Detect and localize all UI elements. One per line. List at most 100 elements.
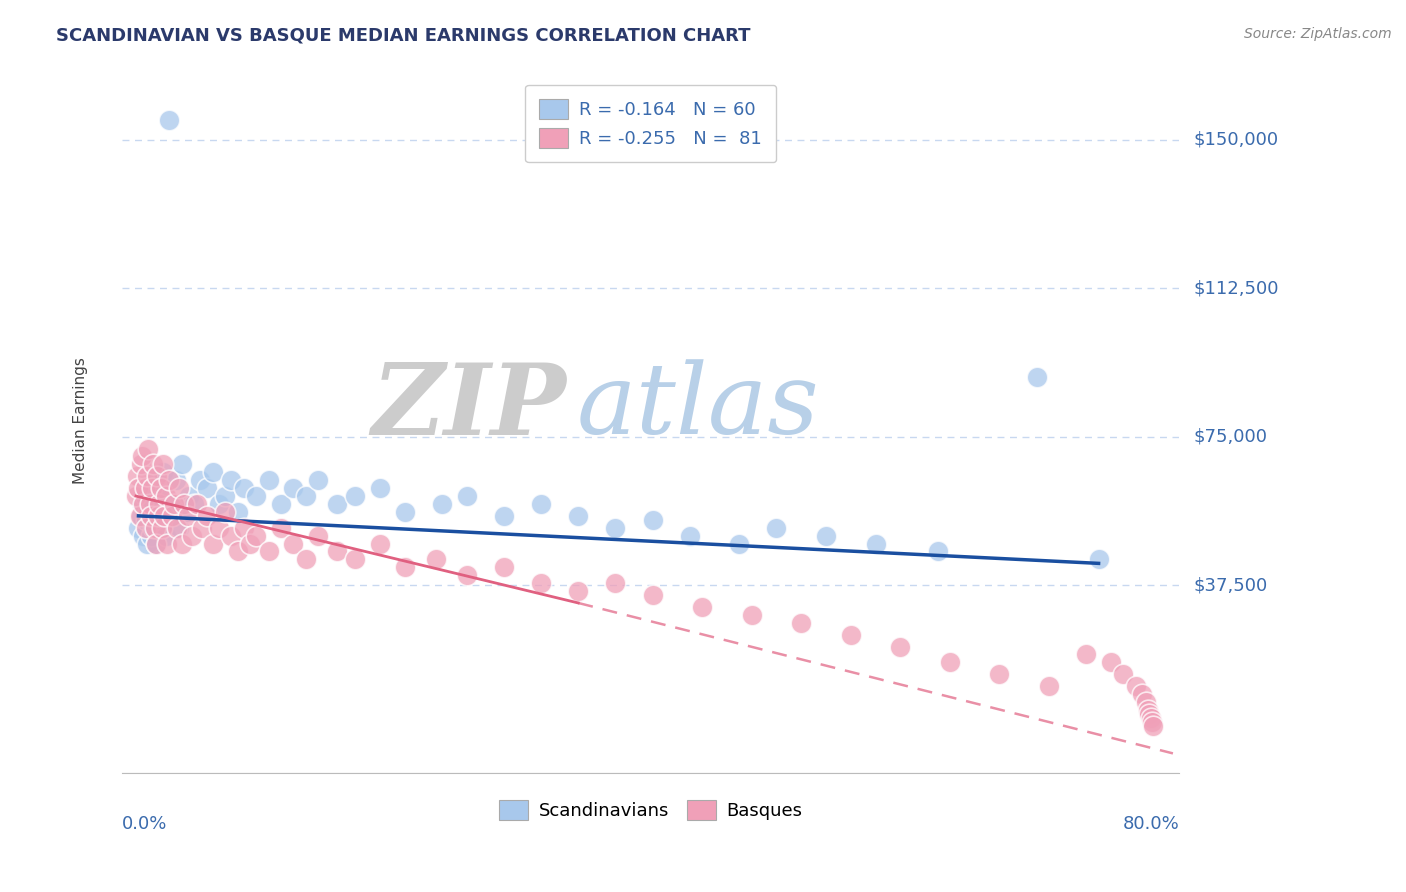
Point [232,521,254,535]
Text: $75,000: $75,000 [1194,427,1267,446]
Point [170,458,193,472]
Point [270,497,292,511]
Point [1140,714,1163,729]
Point [1142,719,1164,733]
Point [145,536,167,550]
Point [146,469,169,483]
Point [155,489,177,503]
Point [492,508,515,523]
Point [157,113,180,128]
Point [307,529,329,543]
Point [214,489,236,503]
Point [641,588,664,602]
Point [129,458,152,472]
Point [325,497,347,511]
Point [128,508,150,523]
Text: $112,500: $112,500 [1194,279,1278,297]
Point [131,497,153,511]
Point [567,584,589,599]
Text: Source: ZipAtlas.com: Source: ZipAtlas.com [1244,27,1392,41]
Point [150,513,173,527]
Point [294,552,316,566]
Point [214,505,236,519]
Point [190,521,212,535]
Point [177,508,200,523]
Point [180,529,202,543]
Point [257,473,280,487]
Point [148,497,170,511]
Text: atlas: atlas [576,359,820,454]
Point [174,505,197,519]
Point [283,536,305,550]
Point [307,473,329,487]
Point [815,529,838,543]
Text: 0.0%: 0.0% [122,815,167,833]
Text: SCANDINAVIAN VS BASQUE MEDIAN EARNINGS CORRELATION CHART: SCANDINAVIAN VS BASQUE MEDIAN EARNINGS C… [56,27,751,45]
Point [239,536,262,550]
Point [141,481,163,495]
Point [163,497,186,511]
Point [641,513,664,527]
Text: 80.0%: 80.0% [1122,815,1180,833]
Point [166,521,188,535]
Point [148,489,170,503]
Point [1087,552,1109,566]
Text: Median Earnings: Median Earnings [73,358,87,484]
Point [221,473,243,487]
Point [530,497,553,511]
Point [135,521,157,535]
Point [195,508,218,523]
Point [142,521,165,535]
Point [1112,667,1135,681]
Point [988,667,1011,681]
Legend: Scandinavians, Basques: Scandinavians, Basques [492,793,810,828]
Point [138,442,160,456]
Point [430,497,453,511]
Point [1076,648,1098,662]
Point [865,536,887,550]
Point [142,458,165,472]
Point [270,521,292,535]
Point [221,529,243,543]
Text: $150,000: $150,000 [1194,131,1278,149]
Point [394,505,416,519]
Point [150,521,173,535]
Point [325,544,347,558]
Point [127,521,149,535]
Point [138,497,160,511]
Point [530,576,553,591]
Point [195,481,218,495]
Point [165,473,187,487]
Point [138,505,160,519]
Point [394,560,416,574]
Point [173,497,195,511]
Point [741,607,763,622]
Point [283,481,305,495]
Point [1025,370,1047,384]
Point [169,481,191,495]
Point [889,640,911,654]
Point [141,497,163,511]
Point [232,481,254,495]
Point [134,489,156,503]
Point [129,508,152,523]
Point [148,508,170,523]
Point [927,544,949,558]
Point [368,536,391,550]
Point [146,505,169,519]
Point [765,521,787,535]
Point [131,450,153,464]
Point [728,536,751,550]
Point [139,508,162,523]
Point [157,473,180,487]
Point [201,536,224,550]
Point [245,489,267,503]
Point [1125,679,1147,693]
Point [155,529,177,543]
Point [226,544,249,558]
Point [567,508,589,523]
Point [201,466,224,480]
Point [245,529,267,543]
Point [1137,703,1160,717]
Point [138,481,160,495]
